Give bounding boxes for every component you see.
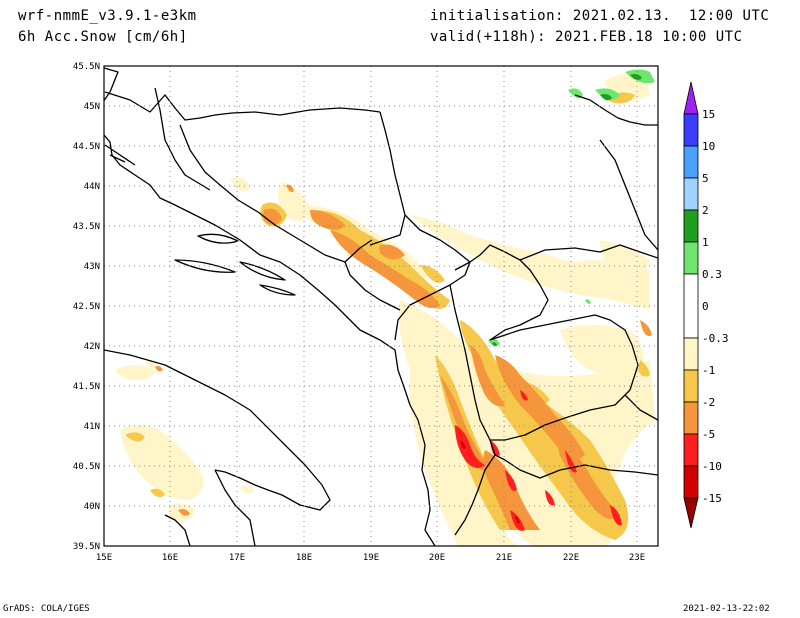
lat-tick: 40N (84, 502, 100, 512)
colorbar-label: 15 (702, 108, 715, 121)
lat-tick: 44.5N (73, 142, 100, 152)
colorbar-segment (683, 369, 699, 403)
colorbar-label: -0.3 (702, 332, 729, 345)
lat-tick: 39.5N (73, 542, 100, 552)
colorbar: 15 10 5 2 1 0.3 0 -0.3 -1 -2 -5 -10 -15 (683, 81, 729, 529)
lat-tick: 40.5N (73, 462, 100, 472)
colorbar-segment (683, 113, 699, 147)
colorbar-segment (683, 241, 699, 275)
colorbar-segment (683, 401, 699, 435)
lat-tick: 41N (84, 422, 100, 432)
valid-time: valid(+118h): 2021.FEB.18 10:00 UTC (430, 29, 743, 45)
lon-tick: 17E (229, 553, 245, 563)
lat-tick: 42.5N (73, 302, 100, 312)
colorbar-label: -10 (702, 460, 722, 473)
colorbar-segment (683, 433, 699, 467)
colorbar-label: -15 (702, 492, 722, 505)
colorbar-segment (683, 273, 699, 339)
colorbar-label: 5 (702, 172, 709, 185)
lat-tick: 43.5N (73, 222, 100, 232)
lon-tick: 16E (162, 553, 178, 563)
lon-tick: 18E (296, 553, 312, 563)
colorbar-segment (683, 177, 699, 211)
model-title: wrf-nmmE_v3.9.1-e3km (18, 8, 197, 24)
colorbar-label: 10 (702, 140, 715, 153)
footer-timestamp: 2021-02-13-22:02 (683, 604, 770, 614)
colorbar-label: -5 (702, 428, 715, 441)
lon-axis: 15E 16E 17E 18E 19E 20E 21E 22E 23E (96, 553, 645, 563)
snow-field (115, 69, 655, 546)
lon-tick: 19E (363, 553, 379, 563)
colorbar-label: -2 (702, 396, 715, 409)
colorbar-segment (683, 145, 699, 179)
lat-tick: 43N (84, 262, 100, 272)
colorbar-label: 1 (702, 236, 709, 249)
lon-tick: 15E (96, 553, 112, 563)
lat-tick: 41.5N (73, 382, 100, 392)
borders (104, 67, 658, 546)
colorbar-segment (683, 209, 699, 243)
colorbar-label: 0.3 (702, 268, 722, 281)
colorbar-segment (683, 337, 699, 371)
lat-tick: 42N (84, 342, 100, 352)
lon-tick: 23E (629, 553, 645, 563)
colorbar-label: -1 (702, 364, 715, 377)
lat-tick: 45.5N (73, 62, 100, 72)
colorbar-label: 2 (702, 204, 709, 217)
lat-tick: 45N (84, 102, 100, 112)
colorbar-bottom-arrow (683, 497, 699, 529)
lon-tick: 22E (563, 553, 579, 563)
lat-axis: 45.5N 45N 44.5N 44N 43.5N 43N 42.5N 42N … (73, 62, 100, 552)
colorbar-top-arrow (683, 81, 699, 115)
footer-credit: GrADS: COLA/IGES (3, 604, 90, 614)
lon-tick: 20E (429, 553, 445, 563)
init-time: initialisation: 2021.02.13. 12:00 UTC (430, 8, 770, 24)
colorbar-segment (683, 465, 699, 499)
field-title: 6h Acc.Snow [cm/6h] (18, 29, 188, 45)
lat-tick: 44N (84, 182, 100, 192)
grid (104, 66, 658, 546)
colorbar-label: 0 (702, 300, 709, 313)
lon-tick: 21E (496, 553, 512, 563)
map-frame (103, 65, 659, 547)
